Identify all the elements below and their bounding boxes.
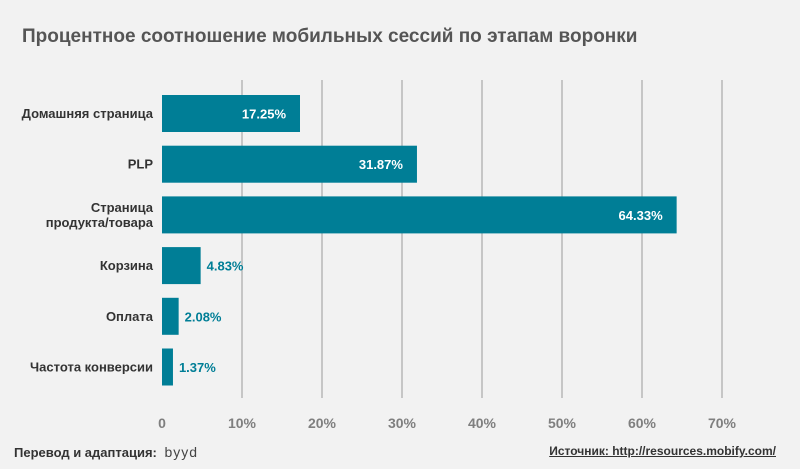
- data-label: 31.87%: [359, 157, 404, 172]
- category-label: Страница продукта/товара: [46, 200, 154, 230]
- bar: [162, 95, 300, 132]
- x-tick-label: 0: [158, 415, 166, 431]
- bar: [162, 348, 173, 386]
- x-tick-label: 50%: [548, 415, 577, 431]
- category-label: PLP: [128, 157, 154, 172]
- x-tick-label: 60%: [628, 415, 657, 431]
- data-label: 4.83%: [207, 259, 244, 274]
- category-label: Оплата: [106, 309, 154, 324]
- source-link[interactable]: Источник: http://resources.mobify.com/: [549, 444, 776, 458]
- translation-credit-label: Перевод и адаптация:: [14, 445, 157, 460]
- category-label: Частота конверсии: [30, 360, 153, 375]
- data-label: 1.37%: [179, 360, 216, 375]
- x-tick-label: 30%: [388, 415, 417, 431]
- x-tick-label: 40%: [468, 415, 497, 431]
- bar: [162, 196, 677, 234]
- brand-logo: byyd: [164, 444, 199, 460]
- x-tick-label: 10%: [228, 415, 257, 431]
- bar: [162, 297, 179, 335]
- data-label: 64.33%: [619, 208, 664, 223]
- chart-title: Процентное соотношение мобильных сессий …: [22, 26, 638, 47]
- translation-credit: Перевод и адаптация: byyd: [14, 444, 198, 460]
- x-tick-label: 20%: [308, 415, 337, 431]
- category-label: Домашняя страница: [22, 106, 154, 121]
- category-label: Корзина: [100, 258, 154, 273]
- data-label: 17.25%: [242, 107, 287, 122]
- x-tick-label: 70%: [708, 415, 737, 431]
- data-label: 2.08%: [185, 309, 222, 324]
- bar: [162, 145, 417, 183]
- bar: [162, 247, 201, 285]
